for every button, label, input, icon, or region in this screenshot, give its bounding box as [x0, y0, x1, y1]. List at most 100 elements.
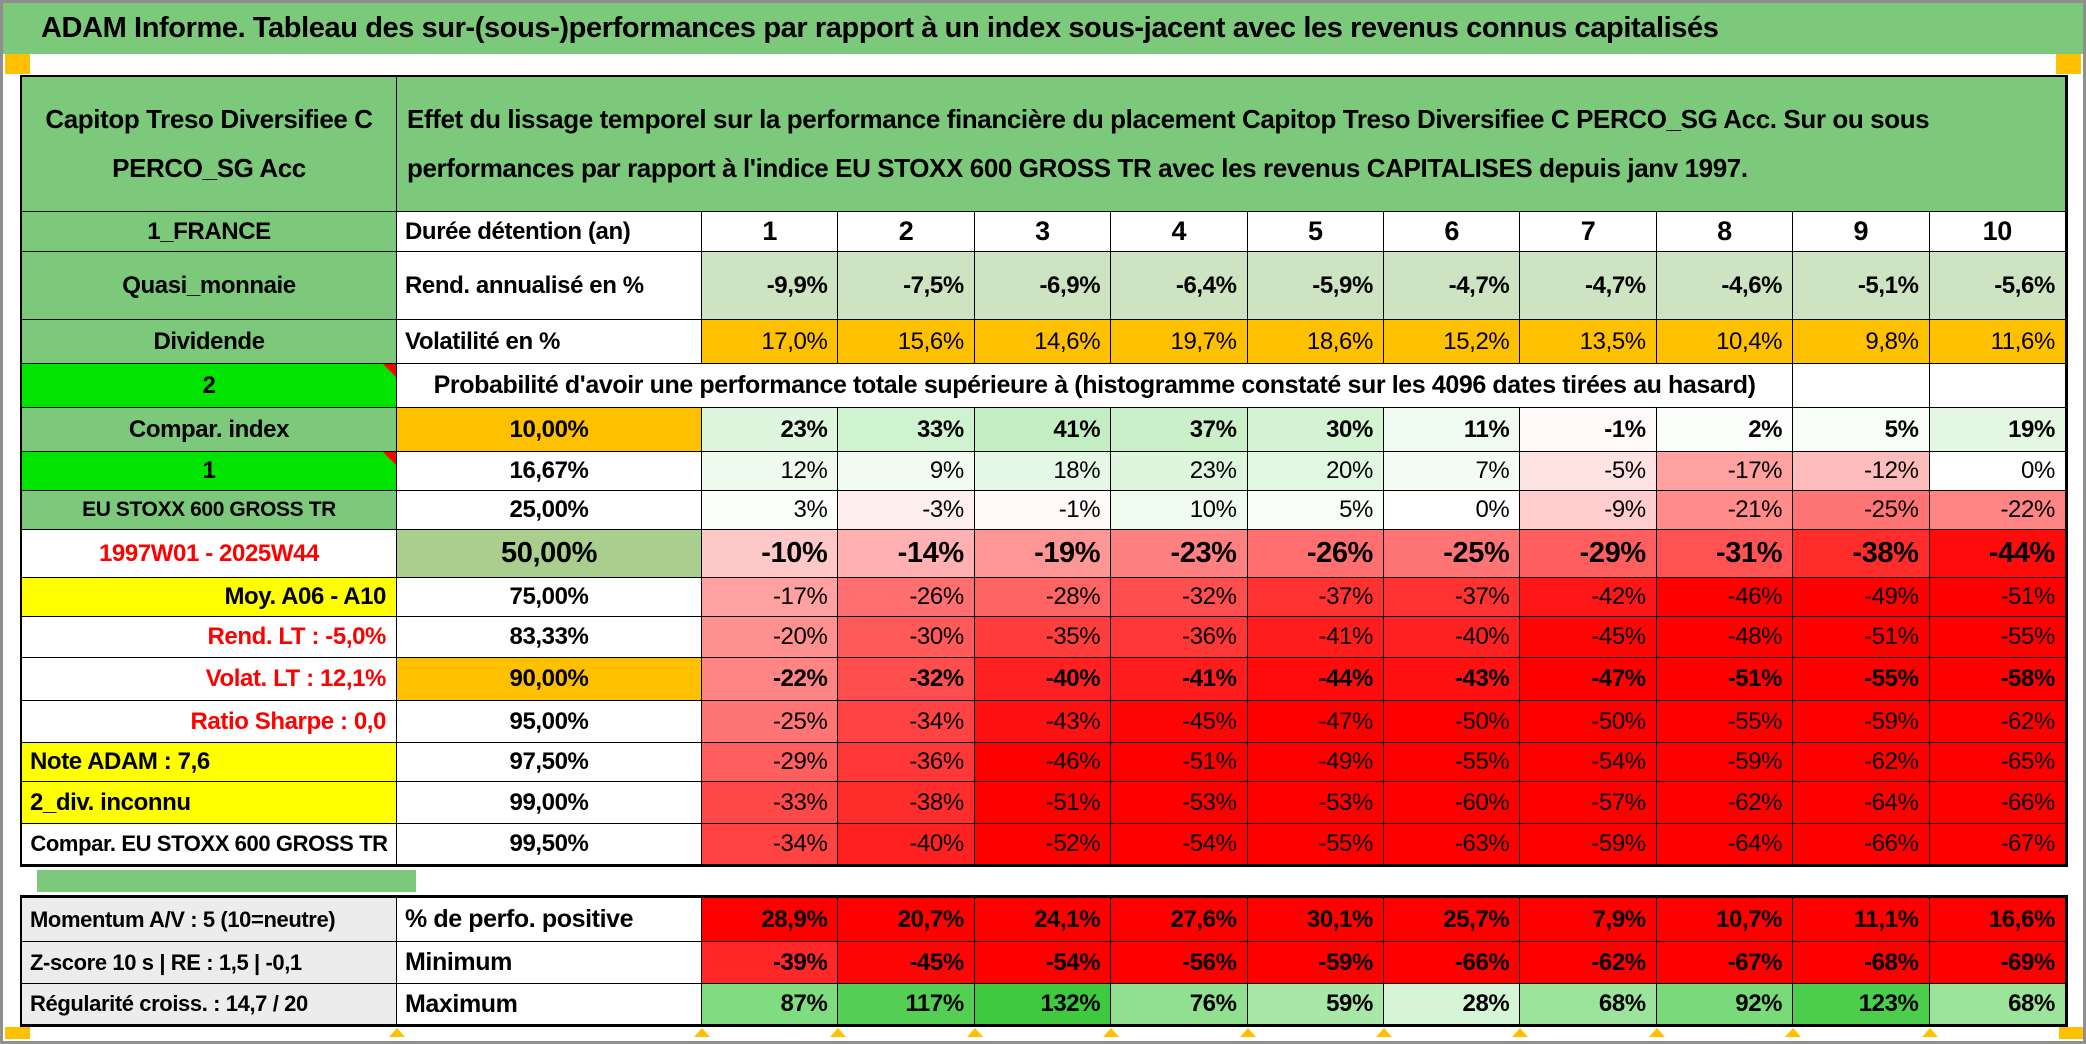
cell-p16-y1[interactable]: 12% [702, 452, 839, 491]
cell-label-p75[interactable]: 75,00% [397, 578, 702, 617]
cell-label-min[interactable]: Minimum [397, 942, 702, 984]
cell-left-proba[interactable]: 2 [22, 364, 397, 408]
cell-p83-y8[interactable]: -48% [1656, 617, 1794, 658]
year-header-cell-2[interactable]: 2 [838, 212, 975, 252]
cell-p25-y1[interactable]: 3% [702, 491, 839, 530]
cell-left-p995[interactable]: Compar. EU STOXX 600 GROSS TR [22, 824, 397, 865]
cell-left-perfo[interactable]: Momentum A/V : 5 (10=neutre) [22, 898, 397, 942]
cell-rend-y9[interactable]: -5,1% [1793, 252, 1930, 320]
cell-p90-y1[interactable]: -22% [702, 658, 839, 701]
cell-p95-y10[interactable]: -62% [1929, 701, 2066, 743]
cell-p83-y5[interactable]: -41% [1247, 617, 1384, 658]
cell-max-y6[interactable]: 28% [1383, 984, 1521, 1025]
cell-min-y8[interactable]: -67% [1656, 942, 1794, 984]
cell-p99-y9[interactable]: -64% [1793, 782, 1930, 824]
cell-rend-y10[interactable]: -5,6% [1929, 252, 2066, 320]
cell-p95-y2[interactable]: -34% [838, 701, 975, 743]
cell-left-p10[interactable]: Compar. index [22, 408, 397, 452]
cell-p25-y4[interactable]: 10% [1111, 491, 1248, 530]
cell-p25-y6[interactable]: 0% [1383, 491, 1521, 530]
cell-p83-y1[interactable]: -20% [702, 617, 839, 658]
cell-p16-y4[interactable]: 23% [1111, 452, 1248, 491]
year-header-cell-10[interactable]: 10 [1929, 212, 2066, 252]
cell-rend-y7[interactable]: -4,7% [1520, 252, 1657, 320]
cell-p975-y1[interactable]: -29% [702, 743, 839, 782]
cell-p99-y4[interactable]: -53% [1111, 782, 1248, 824]
year-header-cell-4[interactable]: 4 [1111, 212, 1248, 252]
cell-p10-y7[interactable]: -1% [1520, 408, 1657, 452]
cell-p95-y5[interactable]: -47% [1247, 701, 1384, 743]
cell-label-p90[interactable]: 90,00% [397, 658, 702, 701]
year-header-cell-3[interactable]: 3 [974, 212, 1112, 252]
cell-p16-y3[interactable]: 18% [974, 452, 1112, 491]
cell-p90-y7[interactable]: -47% [1520, 658, 1657, 701]
cell-perfo-y7[interactable]: 7,9% [1520, 898, 1657, 942]
cell-p90-y8[interactable]: -51% [1656, 658, 1794, 701]
cell-label-p50[interactable]: 50,00% [397, 530, 702, 578]
cell-p90-y9[interactable]: -55% [1793, 658, 1930, 701]
cell-p50-y1[interactable]: -10% [702, 530, 839, 578]
cell-p90-y5[interactable]: -44% [1247, 658, 1384, 701]
cell-p50-y7[interactable]: -29% [1520, 530, 1657, 578]
cell-p90-y4[interactable]: -41% [1111, 658, 1248, 701]
cell-p995-y4[interactable]: -54% [1111, 824, 1248, 865]
cell-label-rend[interactable]: Rend. annualisé en % [397, 252, 702, 320]
cell-max-y10[interactable]: 68% [1929, 984, 2066, 1025]
cell-min-y1[interactable]: -39% [702, 942, 839, 984]
cell-left-p83[interactable]: Rend. LT : -5,0% [22, 617, 397, 658]
cell-p50-y4[interactable]: -23% [1111, 530, 1248, 578]
cell-p95-y9[interactable]: -59% [1793, 701, 1930, 743]
cell-min-y9[interactable]: -68% [1793, 942, 1930, 984]
cell-left-p90[interactable]: Volat. LT : 12,1% [22, 658, 397, 701]
cell-p99-y8[interactable]: -62% [1656, 782, 1794, 824]
header-fund-cell[interactable]: Capitop Treso Diversifiee C PERCO_SG Acc [22, 77, 397, 212]
cell-p10-y2[interactable]: 33% [838, 408, 975, 452]
cell-left-volat[interactable]: Dividende [22, 320, 397, 364]
cell-max-y5[interactable]: 59% [1247, 984, 1384, 1025]
cell-p10-y9[interactable]: 5% [1793, 408, 1930, 452]
cell-left-p25[interactable]: EU STOXX 600 GROSS TR [22, 491, 397, 530]
cell-rend-y6[interactable]: -4,7% [1383, 252, 1521, 320]
cell-left-p975[interactable]: Note ADAM : 7,6 [22, 743, 397, 782]
cell-rend-y8[interactable]: -4,6% [1656, 252, 1794, 320]
cell-p75-y9[interactable]: -49% [1793, 578, 1930, 617]
cell-p995-y9[interactable]: -66% [1793, 824, 1930, 865]
cell-p75-y6[interactable]: -37% [1383, 578, 1521, 617]
cell-min-y7[interactable]: -62% [1520, 942, 1657, 984]
cell-p75-y1[interactable]: -17% [702, 578, 839, 617]
cell-p16-y7[interactable]: -5% [1520, 452, 1657, 491]
cell-p75-y8[interactable]: -46% [1656, 578, 1794, 617]
cell-p25-y2[interactable]: -3% [838, 491, 975, 530]
cell-left-p50[interactable]: 1997W01 - 2025W44 [22, 530, 397, 578]
cell-perfo-y4[interactable]: 27,6% [1111, 898, 1248, 942]
cell-p10-y1[interactable]: 23% [702, 408, 839, 452]
cell-min-y6[interactable]: -66% [1383, 942, 1521, 984]
cell-perfo-y6[interactable]: 25,7% [1383, 898, 1521, 942]
cell-p99-y1[interactable]: -33% [702, 782, 839, 824]
cell-p995-y5[interactable]: -55% [1247, 824, 1384, 865]
cell-p10-y3[interactable]: 41% [974, 408, 1112, 452]
cell-p10-y10[interactable]: 19% [1929, 408, 2066, 452]
cell-label-p25[interactable]: 25,00% [397, 491, 702, 530]
cell-left-max[interactable]: Régularité croiss. : 14,7 / 20 [22, 984, 397, 1025]
cell-p83-y7[interactable]: -45% [1520, 617, 1657, 658]
cell-label-max[interactable]: Maximum [397, 984, 702, 1025]
cell-p99-y2[interactable]: -38% [838, 782, 975, 824]
year-header-cell-9[interactable]: 9 [1793, 212, 1930, 252]
cell-rend-y1[interactable]: -9,9% [702, 252, 839, 320]
cell-p75-y2[interactable]: -26% [838, 578, 975, 617]
cell-perfo-y10[interactable]: 16,6% [1929, 898, 2066, 942]
cell-volat-y8[interactable]: 10,4% [1656, 320, 1794, 364]
cell-p90-y10[interactable]: -58% [1929, 658, 2066, 701]
cell-left-rend[interactable]: Quasi_monnaie [22, 252, 397, 320]
cell-p25-y7[interactable]: -9% [1520, 491, 1657, 530]
cell-p50-y2[interactable]: -14% [838, 530, 975, 578]
cell-max-y2[interactable]: 117% [838, 984, 975, 1025]
cell-rend-y2[interactable]: -7,5% [838, 252, 975, 320]
cell-p75-y5[interactable]: -37% [1247, 578, 1384, 617]
cell-max-y9[interactable]: 123% [1793, 984, 1930, 1025]
cell-p99-y5[interactable]: -53% [1247, 782, 1384, 824]
cell-p50-y8[interactable]: -31% [1656, 530, 1794, 578]
cell-p50-y5[interactable]: -26% [1247, 530, 1384, 578]
cell-p90-y2[interactable]: -32% [838, 658, 975, 701]
